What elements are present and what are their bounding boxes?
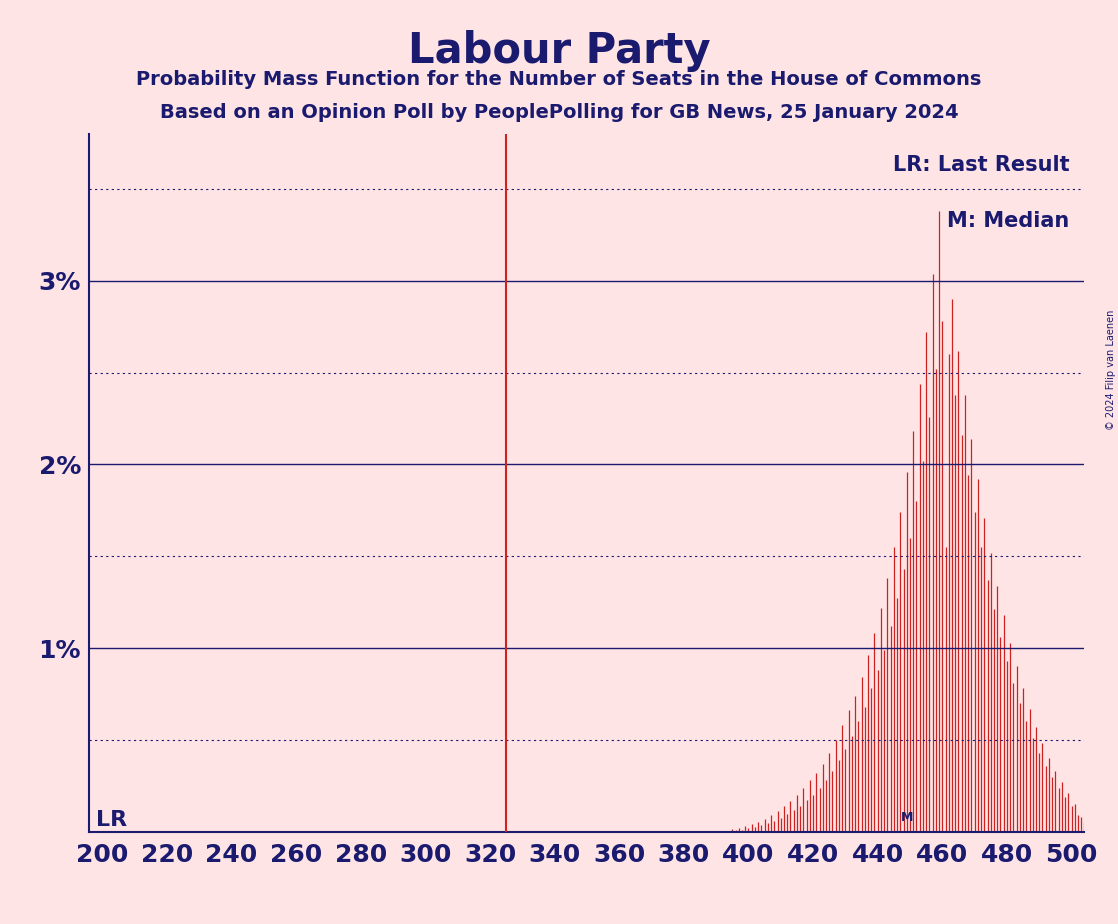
Text: Based on an Opinion Poll by PeoplePolling for GB News, 25 January 2024: Based on an Opinion Poll by PeoplePollin… xyxy=(160,103,958,123)
Text: M: Median: M: Median xyxy=(947,211,1070,231)
Text: M: M xyxy=(901,811,913,824)
Text: LR: LR xyxy=(96,809,127,830)
Text: LR: Last Result: LR: Last Result xyxy=(893,155,1070,175)
Text: © 2024 Filip van Laenen: © 2024 Filip van Laenen xyxy=(1106,310,1116,430)
Text: Labour Party: Labour Party xyxy=(408,30,710,71)
Text: Probability Mass Function for the Number of Seats in the House of Commons: Probability Mass Function for the Number… xyxy=(136,70,982,90)
